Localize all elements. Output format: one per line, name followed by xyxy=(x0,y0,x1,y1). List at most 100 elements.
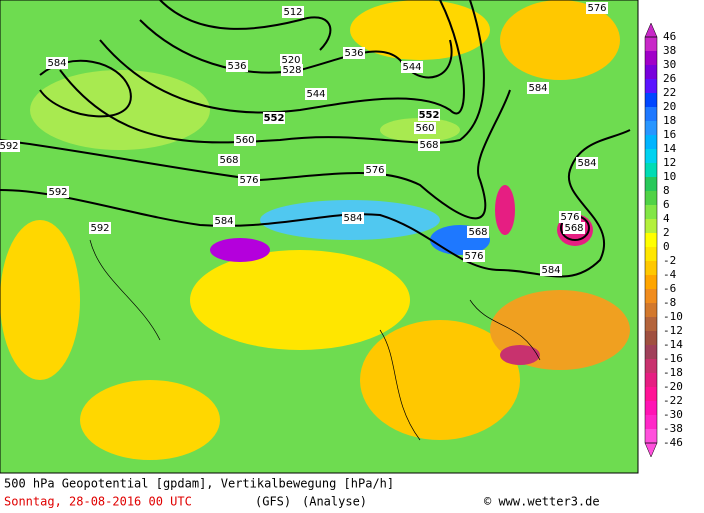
field-patch xyxy=(360,320,520,440)
colorbar-label: -18 xyxy=(663,366,683,379)
colorbar-label: -20 xyxy=(663,380,683,393)
contour-label-bg xyxy=(563,222,585,234)
contour-label-bg xyxy=(559,211,581,223)
contour-label-bg xyxy=(527,82,549,94)
colorbar-label: 8 xyxy=(663,184,670,197)
footer-title: 500 hPa Geopotential [gpdam], Vertikalbe… xyxy=(4,477,394,491)
colorbar-cell xyxy=(645,247,657,262)
contour-label-bg xyxy=(576,157,598,169)
contour-label: 520 xyxy=(281,55,300,66)
contour-label: 568 xyxy=(219,155,238,166)
contour-label: 568 xyxy=(419,140,438,151)
colorbar-label: -2 xyxy=(663,254,676,267)
contour-label: 536 xyxy=(227,61,246,72)
field-patch xyxy=(495,185,515,235)
contour-label: 568 xyxy=(564,223,583,234)
contour-line xyxy=(59,0,485,144)
colorbar-label: -22 xyxy=(663,394,683,407)
contour-label-bg xyxy=(540,264,562,276)
colorbar-cell xyxy=(645,191,657,206)
footer-date: Sonntag, 28-08-2016 00 UTC xyxy=(4,495,192,509)
contour-label: 592 xyxy=(0,141,19,152)
contour-label-bg xyxy=(418,109,440,121)
contour-label: 544 xyxy=(402,62,421,73)
colorbar-label: 4 xyxy=(663,212,670,225)
contour-line xyxy=(159,0,332,51)
colorbar-cell xyxy=(645,275,657,290)
contour-label: 576 xyxy=(560,212,579,223)
contour-label: 552 xyxy=(419,110,440,121)
colorbar-cell xyxy=(645,359,657,374)
contour-label-bg xyxy=(213,215,235,227)
contour-label-bg xyxy=(218,154,240,166)
colorbar-cell xyxy=(645,317,657,332)
contour-label: 576 xyxy=(587,3,606,14)
contour-line xyxy=(0,129,631,278)
contour-label-bg xyxy=(47,186,69,198)
contour-label-bg xyxy=(46,57,68,69)
contour-label: 512 xyxy=(283,7,302,18)
contour-label-bg xyxy=(467,226,489,238)
colorbar-cell xyxy=(645,373,657,388)
colorbar-label: 46 xyxy=(663,30,676,43)
colorbar-label: -12 xyxy=(663,324,683,337)
colorbar-cell xyxy=(645,401,657,416)
colorbar-cell xyxy=(645,93,657,108)
map-frame xyxy=(0,0,639,474)
contour-label: 576 xyxy=(464,251,483,262)
contours xyxy=(0,0,631,278)
contour-label-bg xyxy=(342,212,364,224)
contour-line xyxy=(139,19,453,79)
colorbar-cell xyxy=(645,219,657,234)
colorbar-cell xyxy=(645,135,657,150)
contour-label: 528 xyxy=(282,65,301,76)
colorbar-label: -46 xyxy=(663,436,683,449)
colorbar-label: -14 xyxy=(663,338,683,351)
contour-label-bg xyxy=(89,222,111,234)
contour-label-bg xyxy=(463,250,485,262)
contour-label-bg xyxy=(305,88,327,100)
colorbar-label: 6 xyxy=(663,198,670,211)
colorbar-cell xyxy=(645,303,657,318)
contour-label: 536 xyxy=(344,48,363,59)
contour-label-bg xyxy=(414,122,436,134)
field-patch xyxy=(350,0,490,60)
contour-label: 560 xyxy=(235,135,254,146)
colorbar-label: 26 xyxy=(663,72,676,85)
field-patch xyxy=(500,0,620,80)
contour-label: 584 xyxy=(47,58,66,69)
contour-label-bg xyxy=(234,134,256,146)
contour-label: 576 xyxy=(239,175,258,186)
colorbar-label: 30 xyxy=(663,58,676,71)
colorbar-cell xyxy=(645,387,657,402)
contour-label-bg xyxy=(418,139,440,151)
contour-line xyxy=(0,89,511,220)
colorbar-label: 38 xyxy=(663,44,676,57)
colorbar-cell xyxy=(645,51,657,66)
colorbar-cell xyxy=(645,177,657,192)
contour-label: 584 xyxy=(577,158,596,169)
colorbar-label: -10 xyxy=(663,310,683,323)
contour-line xyxy=(39,59,132,118)
contour-label: 592 xyxy=(90,223,109,234)
colorbar-cell xyxy=(645,121,657,136)
colorbar-cell xyxy=(645,65,657,80)
colorbar-frame xyxy=(644,36,658,444)
contour-label-bg xyxy=(282,6,304,18)
colorbar-label: 14 xyxy=(663,142,677,155)
field-patch xyxy=(30,70,210,150)
coastlines xyxy=(89,239,541,441)
colorbar-label: 18 xyxy=(663,114,676,127)
footer-model: (GFS) xyxy=(255,495,291,509)
contour-label-bg xyxy=(343,47,365,59)
contour-label-bg xyxy=(280,54,302,66)
colorbar-cell xyxy=(645,163,657,178)
colorbar-cell xyxy=(645,261,657,276)
contour-label: 544 xyxy=(306,89,325,100)
contour-label-bg xyxy=(263,112,285,124)
field-patch xyxy=(190,250,410,350)
field-patch xyxy=(210,238,270,262)
footer-credit: © www.wetter3.de xyxy=(484,495,600,509)
